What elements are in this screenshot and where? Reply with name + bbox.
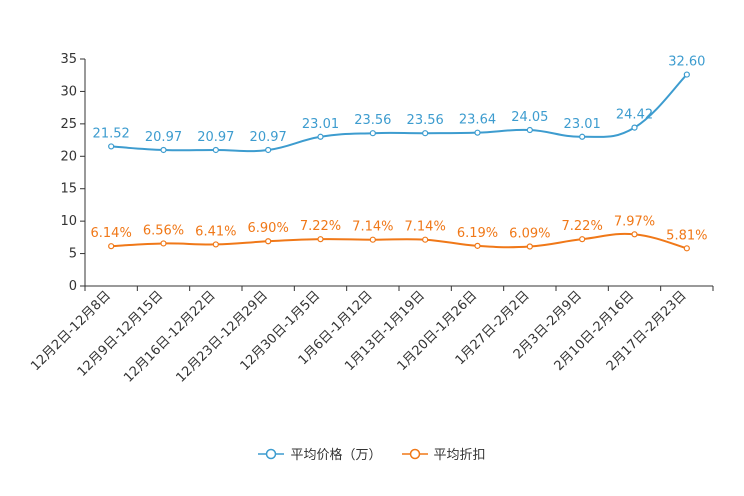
- data-point[interactable]: [212, 146, 219, 154]
- data-point[interactable]: [265, 238, 272, 245]
- series-group: 21.52 20.97 20.97 20.97 23.01 23.56 23.56 23.64…: [91, 55, 707, 252]
- y-tick-label: 20: [60, 149, 77, 164]
- data-point[interactable]: [526, 243, 533, 250]
- legend-item-discount[interactable]: 平均折扣: [401, 444, 486, 463]
- data-point[interactable]: [108, 243, 115, 250]
- legend-label-price: 平均价格（万）: [290, 448, 382, 463]
- data-point[interactable]: [631, 124, 638, 131]
- data-label: 23.56: [407, 113, 444, 128]
- legend: 平均价格（万） 平均折扣: [0, 444, 744, 463]
- data-point[interactable]: [474, 242, 481, 249]
- data-point[interactable]: [160, 146, 167, 154]
- data-point[interactable]: [422, 130, 429, 137]
- data-point[interactable]: [212, 241, 219, 248]
- y-tick-label: 15: [60, 182, 77, 197]
- data-label: 20.97: [145, 130, 182, 145]
- data-label: 5.81%: [666, 228, 707, 243]
- series-price: 21.52 20.97 20.97 20.97 23.01 23.56 23.56 23.64…: [93, 55, 705, 154]
- data-label: 23.01: [302, 117, 339, 132]
- series-discount: 6.14% 6.56% 6.41% 6.90% 7.22% 7.14% 7.14% 6.19%…: [91, 214, 707, 252]
- x-tick-label: 12月16日-12月22日: [121, 288, 218, 385]
- series-line: [111, 73, 688, 153]
- data-label: 6.56%: [143, 223, 184, 238]
- data-label: 20.97: [197, 130, 234, 145]
- data-point[interactable]: [631, 231, 638, 238]
- x-tick-label: 12月23日-12月29日: [174, 288, 271, 385]
- y-tick-label: 25: [60, 117, 77, 132]
- data-label: 7.22%: [562, 219, 603, 234]
- data-point[interactable]: [160, 240, 167, 247]
- data-label: 7.22%: [300, 219, 341, 234]
- data-label: 21.52: [93, 126, 130, 141]
- series-line: [111, 232, 688, 250]
- data-label: 7.14%: [352, 220, 393, 235]
- data-label: 7.14%: [405, 220, 446, 235]
- data-point[interactable]: [526, 126, 533, 134]
- data-point[interactable]: [579, 236, 586, 243]
- data-label: 32.60: [668, 55, 705, 70]
- legend-label-discount: 平均折扣: [433, 448, 486, 463]
- data-point[interactable]: [683, 245, 690, 252]
- data-label: 6.90%: [248, 221, 289, 236]
- data-point[interactable]: [265, 146, 272, 154]
- y-tick-label: 0: [69, 279, 77, 294]
- data-label: 6.09%: [509, 227, 550, 242]
- legend-marker-price: [258, 448, 285, 459]
- data-point[interactable]: [317, 133, 324, 140]
- data-point[interactable]: [369, 236, 376, 243]
- data-label: 23.56: [354, 113, 391, 128]
- y-tick-label: 10: [60, 214, 77, 229]
- legend-marker-discount: [401, 448, 428, 459]
- data-point[interactable]: [422, 236, 429, 243]
- data-label: 6.14%: [91, 226, 132, 241]
- data-point[interactable]: [474, 129, 481, 136]
- data-label: 24.05: [511, 110, 548, 125]
- data-point[interactable]: [579, 133, 586, 140]
- data-label: 24.42: [616, 108, 653, 123]
- data-point[interactable]: [108, 143, 115, 150]
- data-label: 6.19%: [457, 226, 498, 241]
- data-point[interactable]: [369, 130, 376, 137]
- data-point[interactable]: [683, 71, 690, 78]
- data-label: 23.64: [459, 113, 496, 128]
- data-label: 20.97: [250, 130, 287, 145]
- y-tick-label: 35: [60, 52, 77, 67]
- data-point[interactable]: [317, 236, 324, 243]
- y-tick-label: 5: [69, 247, 77, 262]
- data-label: 23.01: [564, 117, 601, 132]
- data-label: 6.41%: [195, 224, 236, 239]
- y-tick-label: 30: [60, 84, 77, 99]
- legend-item-price[interactable]: 平均价格（万）: [258, 444, 382, 463]
- data-label: 7.97%: [614, 214, 655, 229]
